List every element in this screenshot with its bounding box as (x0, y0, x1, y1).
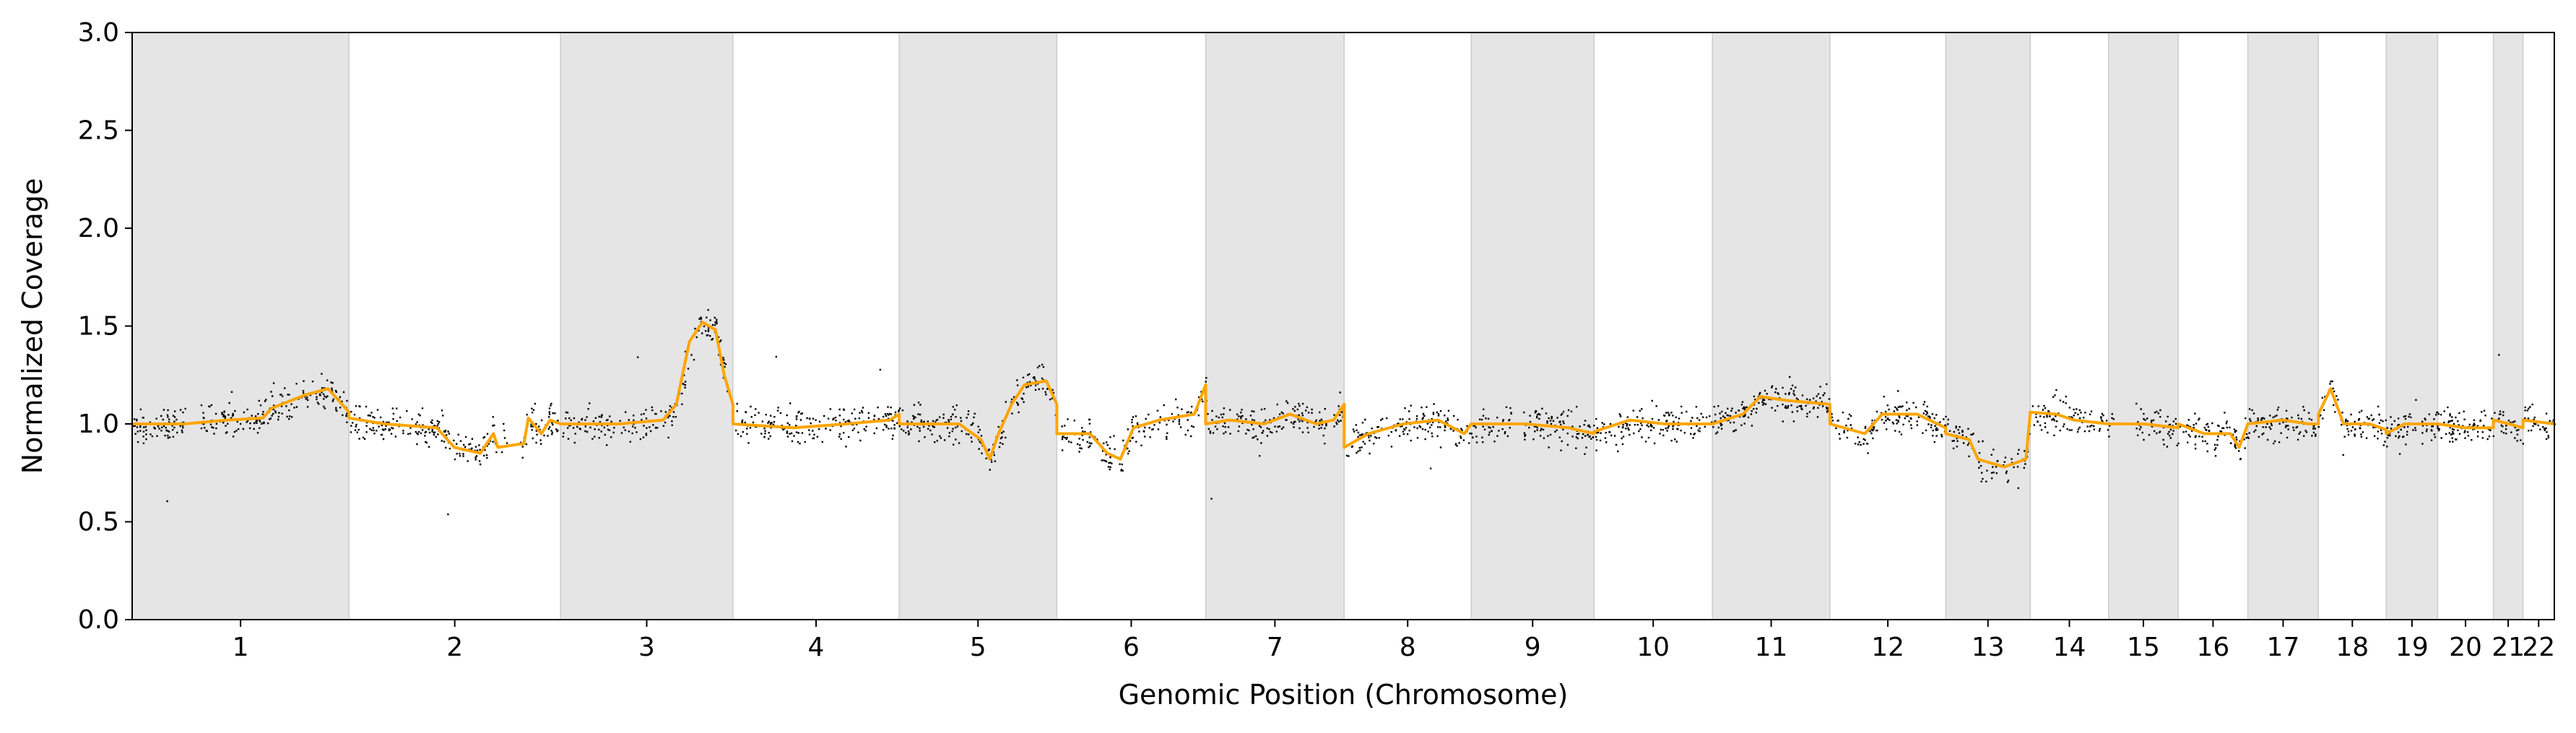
y-tick-label: 0.0 (78, 605, 119, 635)
x-tick-label-chr6: 6 (1123, 633, 1140, 662)
chromosome-band-7 (1205, 32, 1345, 620)
x-tick-label-chr19: 19 (2395, 633, 2429, 662)
y-tick-label: 3.0 (78, 18, 119, 48)
x-tick-label-chr12: 12 (1871, 633, 1904, 662)
y-axis: 0.0 0.5 1.0 1.5 2.0 2.5 3.0 (78, 18, 132, 635)
chromosome-band-19 (2385, 32, 2439, 620)
x-tick-label-chr5: 5 (970, 633, 986, 662)
chromosome-band-21 (2492, 32, 2524, 620)
x-tick-label-chr2: 2 (446, 633, 463, 662)
x-tick-label-chr9: 9 (1525, 633, 1541, 662)
chromosome-band-13 (1945, 32, 2031, 620)
x-tick-label-chr13: 13 (1972, 633, 2005, 662)
chromosome-band-15 (2107, 32, 2179, 620)
x-tick-label-chr4: 4 (808, 633, 825, 662)
x-tick-label-chr11: 11 (1755, 633, 1788, 662)
x-tick-label-chr14: 14 (2053, 633, 2086, 662)
chromosome-band-5 (898, 32, 1058, 620)
chromosome-shading (131, 32, 2524, 620)
x-tick-label-chr22: 22 (2522, 633, 2555, 662)
chromosome-band-1 (131, 32, 350, 620)
x-tick-label-chr1: 1 (233, 633, 249, 662)
y-tick-label: 0.5 (78, 508, 119, 537)
x-tick-label-chr18: 18 (2336, 633, 2369, 662)
chromosome-band-9 (1470, 32, 1595, 620)
x-tick-label-chr20: 20 (2449, 633, 2482, 662)
x-tick-label-chr3: 3 (638, 633, 655, 662)
x-tick-label-chr16: 16 (2196, 633, 2229, 662)
y-tick-label: 2.5 (78, 116, 119, 146)
x-tick-label-chr21: 21 (2492, 633, 2525, 662)
x-tick-label-chr8: 8 (1400, 633, 1416, 662)
x-axis-label: Genomic Position (Chromosome) (1119, 679, 1569, 711)
smoothed-coverage-line (132, 321, 2555, 469)
x-tick-label-chr7: 7 (1267, 633, 1283, 662)
y-tick-label: 1.0 (78, 409, 119, 439)
x-tick-label-chr17: 17 (2267, 633, 2300, 662)
y-tick-label: 2.0 (78, 214, 119, 243)
chromosome-band-17 (2247, 32, 2320, 620)
x-tick-label-chr10: 10 (1636, 633, 1670, 662)
y-tick-label: 1.5 (78, 312, 119, 342)
y-axis-label: Normalized Coverage (17, 178, 48, 474)
x-tick-label-chr15: 15 (2127, 633, 2160, 662)
chromosome-band-11 (1712, 32, 1831, 620)
